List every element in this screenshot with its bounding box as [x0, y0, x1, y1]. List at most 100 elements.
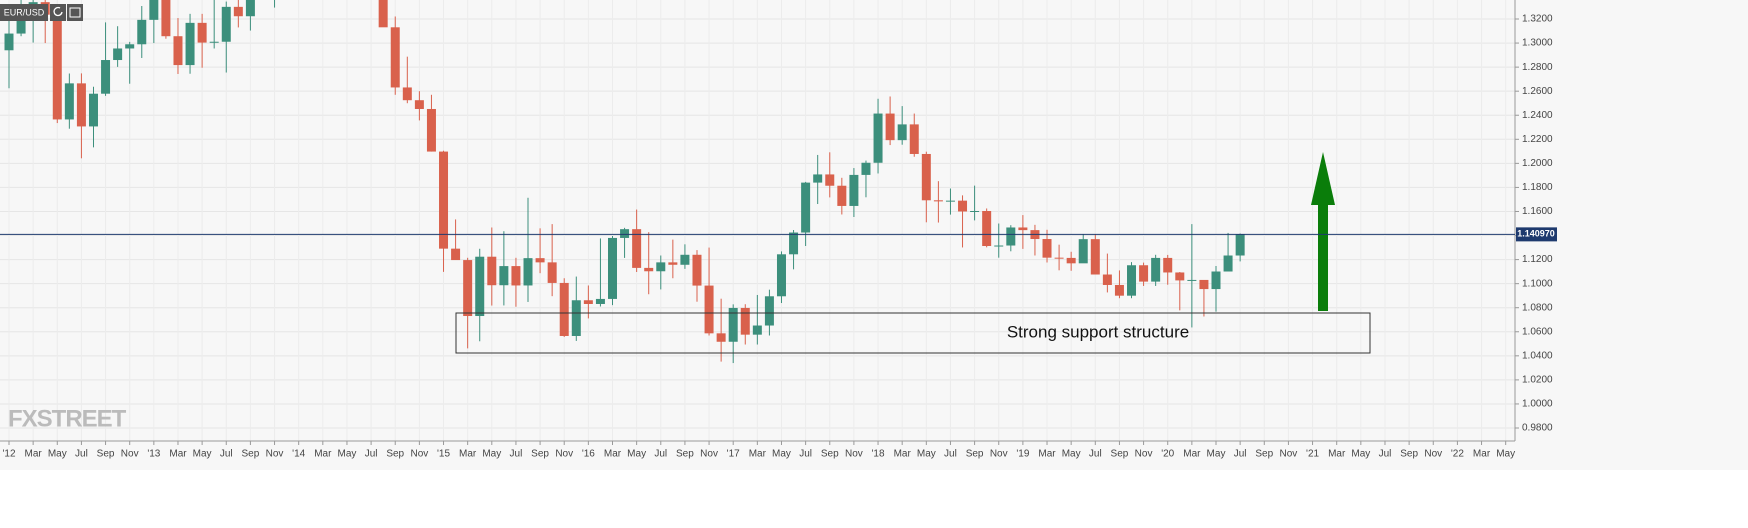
candle-body	[197, 22, 207, 43]
x-tick-label: Sep	[531, 449, 549, 460]
y-tick-label: 1.1800	[1522, 182, 1553, 193]
candle-body	[680, 254, 690, 265]
candle-body	[958, 200, 968, 212]
x-tick-label: May	[627, 449, 646, 460]
x-tick-label: May	[1351, 449, 1370, 460]
candle-body	[825, 174, 835, 186]
x-tick-label: May	[482, 449, 501, 460]
x-tick-label: '13	[147, 449, 160, 460]
candle-body	[149, 0, 159, 20]
candle-body	[595, 298, 605, 304]
x-tick-label: Nov	[121, 449, 139, 460]
x-tick-label: Jul	[799, 449, 812, 460]
candle-body	[1078, 239, 1088, 264]
candle-body	[716, 333, 726, 342]
x-tick-label: '18	[872, 449, 885, 460]
candle-body	[52, 14, 62, 120]
candle-body	[608, 237, 617, 299]
candle-body	[451, 248, 461, 261]
candle-body	[1139, 265, 1149, 282]
x-tick-label: '19	[1016, 449, 1029, 460]
annotation: Strong support structure	[1007, 322, 1189, 341]
candle-body	[113, 48, 123, 61]
calendar-button[interactable]	[67, 4, 83, 21]
candle-body	[426, 108, 436, 152]
candle-body	[173, 36, 183, 66]
x-tick-label: May	[917, 449, 936, 460]
candle-body	[740, 307, 750, 335]
candle-body	[64, 83, 74, 120]
candle-body	[101, 60, 111, 94]
x-tick-label: Sep	[1400, 449, 1418, 460]
y-tick-label: 1.0600	[1522, 326, 1553, 337]
candle-body	[245, 0, 255, 17]
candle-body	[620, 229, 630, 238]
x-tick-label: '12	[2, 449, 15, 460]
x-tick-label: Jul	[510, 449, 523, 460]
refresh-button[interactable]	[50, 4, 66, 21]
candle-body	[233, 6, 243, 17]
x-tick-label: '20	[1161, 449, 1174, 460]
x-tick-label: Nov	[1135, 449, 1153, 460]
y-tick-label: 0.9800	[1522, 423, 1553, 434]
candle-body	[185, 22, 195, 66]
x-tick-label: Mar	[314, 449, 332, 460]
candle-body	[487, 256, 497, 286]
y-tick-label: 1.2600	[1522, 86, 1553, 97]
candle-body	[402, 87, 412, 101]
candle-body	[559, 282, 569, 336]
x-tick-label: Sep	[966, 449, 984, 460]
candle-body	[1018, 227, 1028, 231]
x-tick-label: Nov	[990, 449, 1008, 460]
refresh-icon	[53, 6, 63, 17]
last-price-box	[1516, 227, 1557, 242]
x-tick-label: Jul	[654, 449, 667, 460]
background	[0, 0, 1748, 470]
x-tick-label: Mar	[25, 449, 43, 460]
x-tick-label: Nov	[555, 449, 573, 460]
candle-body	[897, 124, 907, 141]
candle-body	[1187, 279, 1197, 281]
candle-body	[849, 174, 859, 206]
y-tick-label: 1.2200	[1522, 134, 1553, 145]
candle-body	[632, 229, 642, 268]
candle-body	[970, 210, 980, 212]
x-tick-label: Mar	[1038, 449, 1056, 460]
x-tick-label: May	[193, 449, 212, 460]
candle-body	[933, 200, 943, 202]
y-tick-label: 1.1200	[1522, 254, 1553, 265]
candle-body	[982, 210, 992, 247]
candles	[4, 0, 1245, 364]
x-tick-label: '21	[1306, 449, 1319, 460]
y-tick-label: 1.2400	[1522, 110, 1553, 121]
arrow-head	[1311, 152, 1335, 205]
x-tick-label: Jul	[1379, 449, 1392, 460]
candle-body	[1223, 255, 1233, 272]
x-tick-label: Sep	[1255, 449, 1273, 460]
candle-body	[837, 185, 847, 206]
candle-body	[4, 33, 14, 51]
y-tick-label: 1.3000	[1522, 38, 1553, 49]
candle-body	[1175, 272, 1185, 281]
candle-body	[789, 232, 799, 255]
candle-body	[76, 83, 86, 127]
watermark: FXSTREET	[8, 405, 127, 432]
x-tick-label: Mar	[1183, 449, 1201, 460]
candle-body	[161, 0, 171, 37]
x-tick-label: Sep	[676, 449, 694, 460]
y-tick-label: 1.0400	[1522, 350, 1553, 361]
arrow-shaft	[1318, 204, 1328, 311]
x-tick-label: '14	[292, 449, 305, 460]
calendar-icon	[69, 7, 81, 18]
candle-body	[776, 254, 786, 297]
x-tick-label: May	[1207, 449, 1226, 460]
symbol: EUR/USD	[4, 7, 45, 17]
candle-body	[1042, 239, 1052, 258]
x-tick-label: Nov	[266, 449, 284, 460]
y-tick-label: 1.0200	[1522, 375, 1553, 386]
x-tick-label: Sep	[386, 449, 404, 460]
last-price-label: 1.140970	[1517, 229, 1555, 239]
x-tick-label: '22	[1451, 449, 1464, 460]
x-tick-label: Jul	[1234, 449, 1247, 460]
x-tick-label: Mar	[749, 449, 767, 460]
